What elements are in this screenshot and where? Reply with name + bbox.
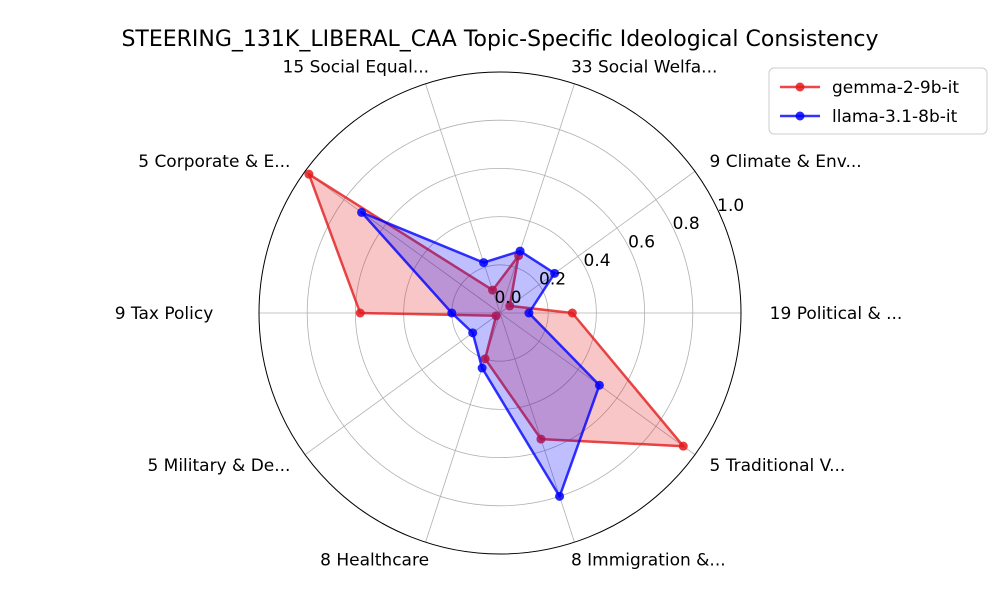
data-point — [491, 311, 501, 321]
data-point — [480, 354, 490, 364]
grid-spoke — [499, 83, 575, 314]
data-point — [515, 246, 525, 256]
category-label: 9 Tax Policy — [115, 304, 214, 324]
grid-spoke — [304, 171, 501, 314]
legend: gemma-2-9b-it llama-3.1-8b-it — [768, 67, 988, 135]
grid-spoke — [499, 171, 696, 314]
category-label: 9 Climate & Env... — [710, 152, 862, 172]
data-point — [567, 308, 577, 318]
data-point — [304, 169, 314, 179]
data-point — [477, 363, 487, 373]
r-tick-label: 0.0 — [494, 288, 521, 308]
r-tick-label: 0.8 — [673, 214, 700, 234]
series-fill — [361, 212, 600, 497]
series-layer — [304, 169, 688, 501]
polar-frame — [258, 71, 742, 555]
grid-spoke — [425, 83, 501, 314]
legend-swatch-marker — [795, 82, 805, 92]
category-label: 5 Corporate & E... — [138, 152, 290, 172]
series-fill — [308, 174, 684, 447]
r-tick-label: 0.6 — [628, 233, 655, 253]
data-point — [550, 268, 560, 278]
r-tick-label: 0.4 — [584, 251, 611, 271]
grid-spoke — [304, 312, 501, 455]
label-layer: 19 Political & ... 9 Climate & Env... 33 S… — [115, 58, 903, 571]
data-point — [355, 308, 365, 318]
data-point — [678, 441, 688, 451]
data-point — [357, 207, 367, 217]
data-point — [524, 308, 534, 318]
legend-box — [768, 67, 988, 135]
series-llama-3.1-8b-it — [357, 207, 604, 501]
grid-spoke — [499, 312, 575, 543]
data-point — [555, 491, 565, 501]
category-label: 19 Political & ... — [770, 304, 903, 324]
category-label: 15 Social Equal... — [283, 58, 430, 78]
category-label: 33 Social Welfa... — [571, 58, 717, 78]
chart-title: STEERING_131K_LIBERAL_CAA Topic-Specific… — [121, 27, 878, 52]
legend-label: gemma-2-9b-it — [832, 78, 959, 98]
r-tick-label: 0.2 — [539, 270, 566, 290]
category-label: 5 Traditional V... — [710, 456, 846, 476]
category-label: 5 Military & De... — [147, 456, 290, 476]
r-tick-label: 1.0 — [717, 196, 744, 216]
data-point — [479, 258, 489, 268]
data-point — [536, 434, 546, 444]
legend-swatch-marker — [795, 111, 805, 121]
data-point — [505, 301, 515, 311]
category-label: 8 Immigration &... — [571, 550, 726, 570]
data-point — [447, 308, 457, 318]
category-label: 8 Healthcare — [320, 550, 429, 570]
legend-label: llama-3.1-8b-it — [832, 107, 958, 127]
data-point — [488, 285, 498, 295]
data-point — [468, 328, 478, 338]
data-point — [594, 380, 604, 390]
